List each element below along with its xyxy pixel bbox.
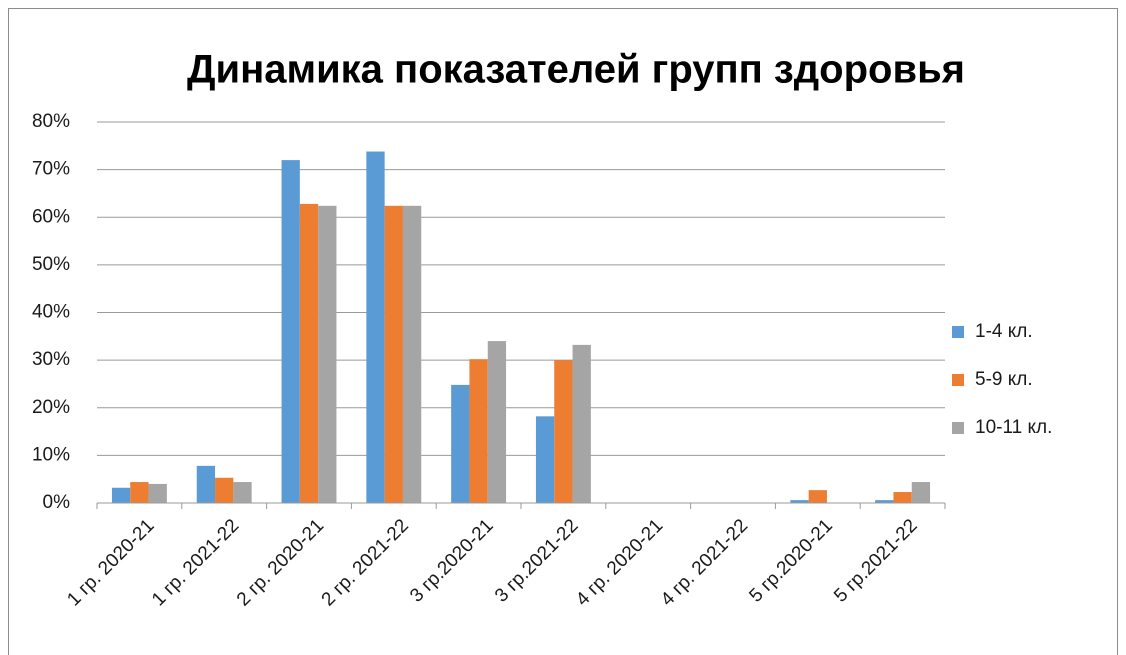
legend-swatch — [952, 374, 964, 386]
bar — [535, 416, 555, 503]
bar — [318, 205, 337, 503]
bar — [487, 341, 507, 503]
bar — [572, 344, 591, 503]
bar — [233, 482, 252, 503]
y-tick-label: 30% — [32, 349, 70, 370]
bar — [469, 359, 488, 503]
bar — [911, 482, 931, 503]
chart-frame — [8, 8, 1118, 655]
bar — [299, 203, 319, 504]
bar — [893, 492, 912, 503]
y-tick-label: 40% — [32, 302, 70, 323]
bar — [196, 465, 216, 503]
bar — [111, 487, 131, 503]
bar — [281, 160, 300, 503]
bar — [130, 482, 149, 503]
bar — [366, 151, 385, 503]
y-tick-label: 80% — [32, 111, 70, 132]
bar — [402, 205, 422, 503]
legend-label: 5-9 кл. — [975, 369, 1033, 390]
bar — [790, 500, 809, 503]
bar — [148, 483, 167, 503]
chart-title: Динамика показателей групп здоровья — [187, 48, 965, 92]
bar — [215, 477, 234, 503]
y-tick-label: 10% — [32, 444, 70, 465]
y-tick-label: 0% — [43, 492, 71, 513]
legend-label: 1-4 кл. — [975, 321, 1033, 342]
legend-label: 10-11 кл. — [975, 417, 1052, 438]
bar — [808, 490, 827, 503]
bar — [875, 500, 894, 503]
y-tick-label: 70% — [32, 159, 70, 180]
y-tick-label: 60% — [32, 206, 70, 227]
bar — [451, 384, 470, 503]
y-tick-label: 20% — [32, 397, 70, 418]
legend-swatch — [952, 422, 964, 434]
legend-swatch — [952, 326, 964, 338]
bar — [554, 360, 573, 503]
y-tick-label: 50% — [32, 254, 70, 275]
bar — [384, 205, 403, 503]
